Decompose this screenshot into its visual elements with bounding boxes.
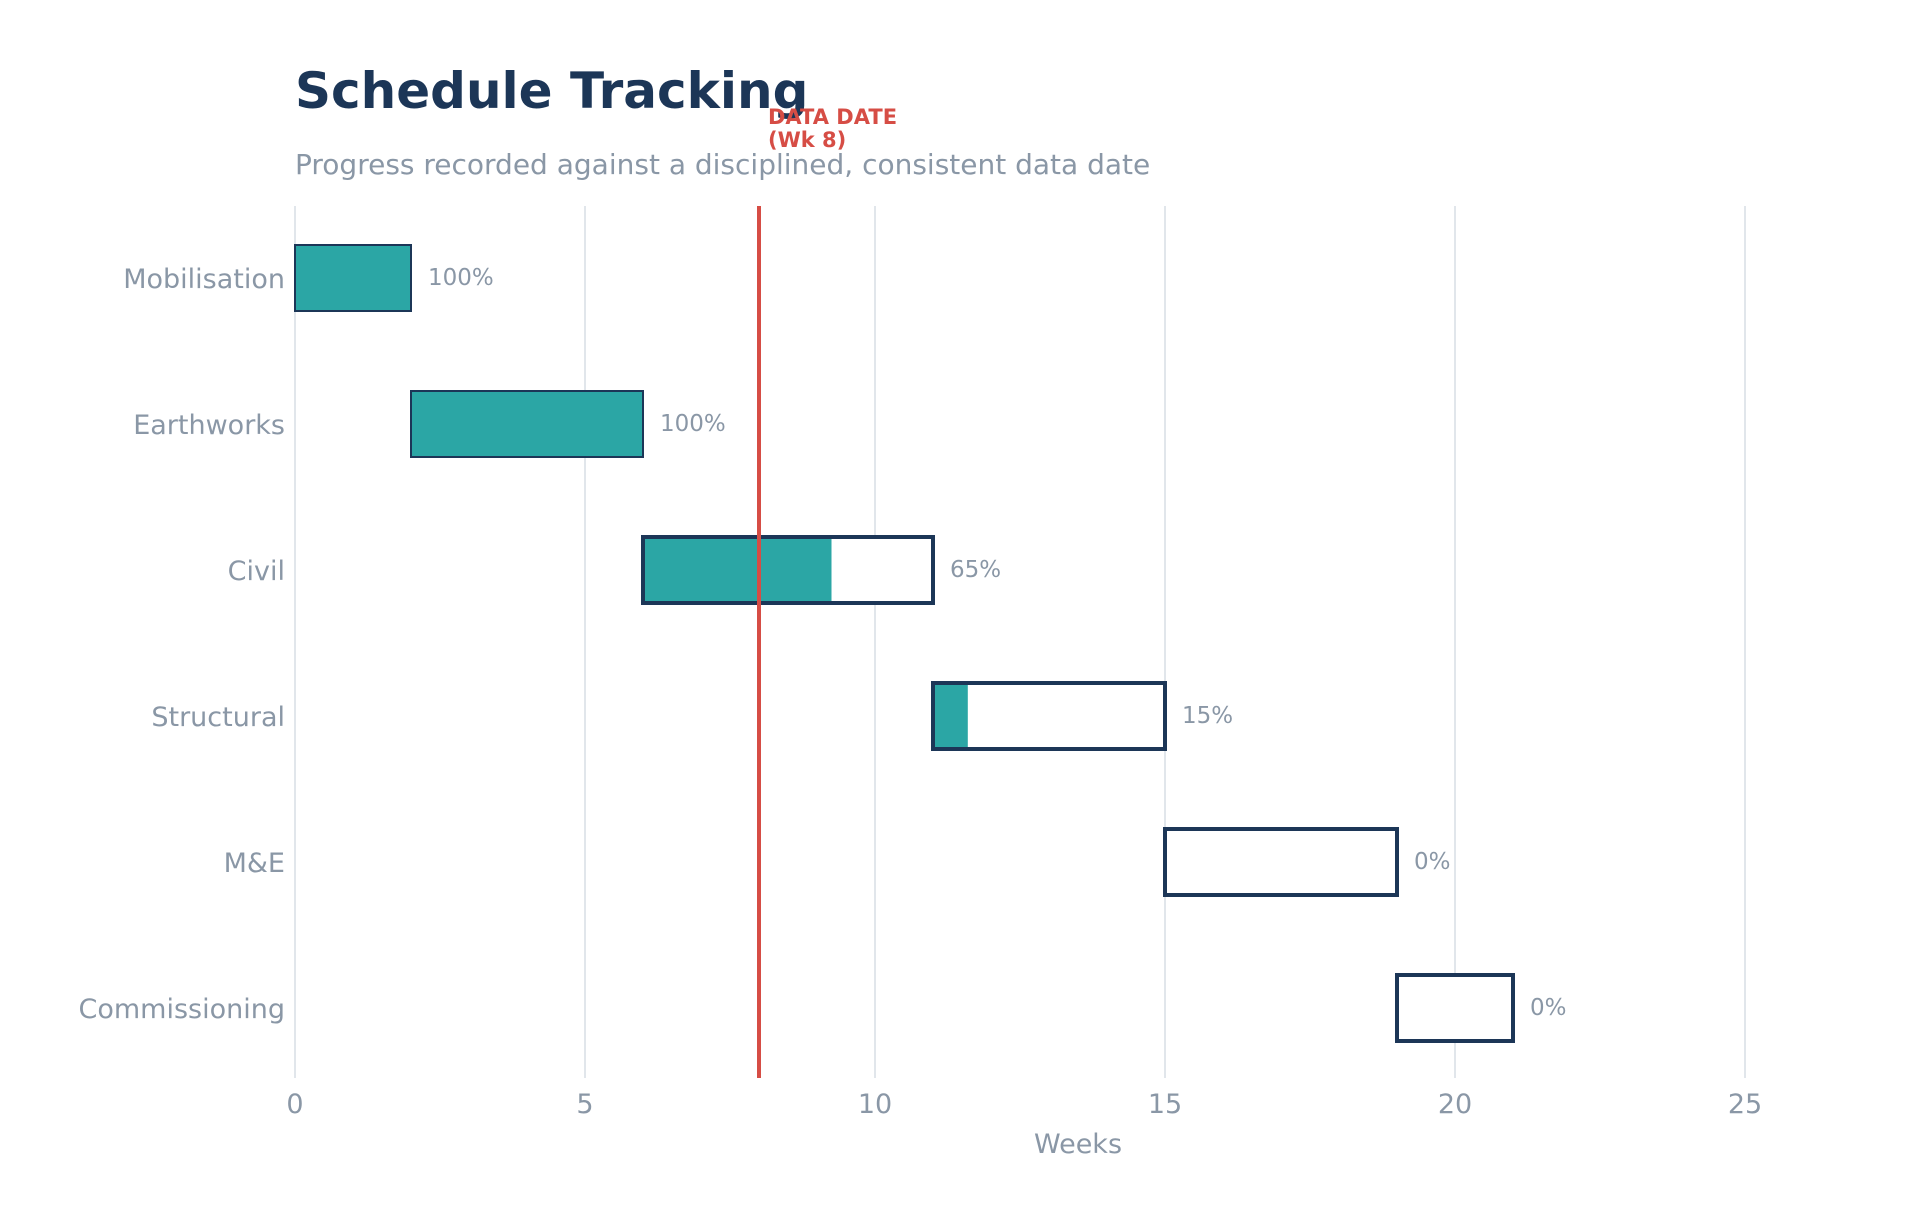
y-tick-label: Commissioning: [79, 994, 286, 1025]
x-tick-label: 25: [1728, 1089, 1762, 1120]
y-tick-label: Civil: [228, 556, 285, 587]
task-bar-outline: [294, 244, 412, 312]
progress-label: 100%: [428, 265, 494, 291]
data-date-label: DATA DATE: [768, 105, 897, 129]
data-date-sublabel: (Wk 8): [768, 128, 846, 152]
chart-title: Schedule Tracking: [295, 62, 809, 120]
progress-label: 0%: [1530, 995, 1567, 1021]
chart-subtitle: Progress recorded against a disciplined,…: [295, 148, 1151, 181]
x-tick-label: 20: [1438, 1089, 1472, 1120]
y-tick-label: Earthworks: [133, 410, 285, 441]
progress-fill: [645, 539, 832, 601]
progress-fill: [935, 685, 968, 747]
progress-label: 100%: [660, 411, 726, 437]
progress-fill: [296, 246, 410, 310]
x-tick-label: 15: [1148, 1089, 1182, 1120]
progress-fill: [412, 392, 642, 456]
progress-label: 0%: [1414, 849, 1451, 875]
y-tick-label: Structural: [151, 702, 285, 733]
progress-label: 65%: [950, 557, 1001, 583]
x-tick-label: 5: [576, 1089, 593, 1120]
progress-label: 15%: [1182, 703, 1233, 729]
x-tick-label: 0: [286, 1089, 303, 1120]
task-bar: [1395, 973, 1515, 1043]
y-tick-label: M&E: [224, 848, 285, 879]
x-axis-label: Weeks: [1034, 1129, 1122, 1160]
x-tick-label: 10: [858, 1089, 892, 1120]
y-tick-label: Mobilisation: [123, 264, 285, 295]
task-bar: [1163, 827, 1399, 897]
task-bar: [931, 681, 1167, 751]
task-bar-outline: [410, 390, 644, 458]
